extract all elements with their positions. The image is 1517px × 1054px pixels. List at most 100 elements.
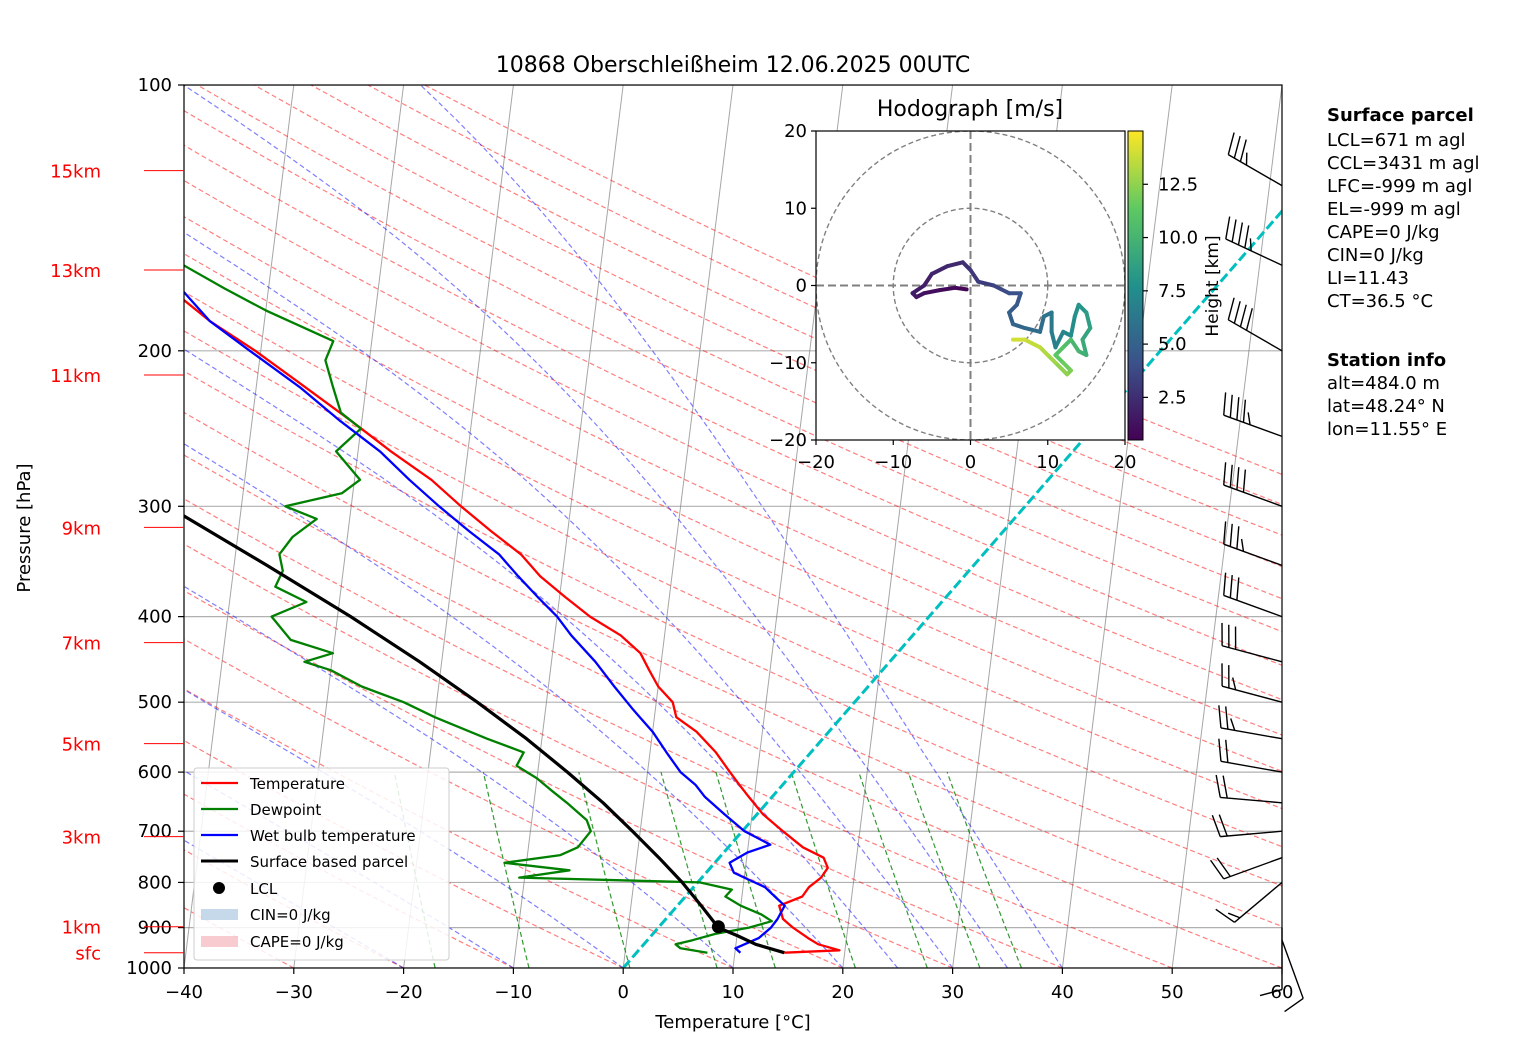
hodograph-x-tick-label: 10 xyxy=(1036,452,1059,473)
surface-parcel-li: LI=11.43 xyxy=(1327,268,1409,289)
moist-adiabat-line xyxy=(184,688,624,968)
wind-barb xyxy=(1210,857,1283,880)
y-tick-label: 200 xyxy=(138,341,172,362)
legend-frame xyxy=(193,767,450,961)
legend-label-dewpoint: Dewpoint xyxy=(250,801,321,819)
surface-parcel-cin: CIN=0 J/kg xyxy=(1327,245,1424,266)
hodograph-segment xyxy=(1053,329,1066,350)
hodograph-segment xyxy=(1080,337,1089,358)
wind-barb xyxy=(1225,216,1283,266)
legend-swatch-cape xyxy=(201,936,238,947)
hodograph-x-tick-label: 0 xyxy=(965,452,976,473)
surface-parcel-el: EL=-999 m agl xyxy=(1327,199,1461,220)
wind-barb xyxy=(1259,927,1283,997)
y-tick-label: 500 xyxy=(138,692,172,713)
x-tick-label: 0 xyxy=(617,982,628,1003)
hodograph-y-tick-label: −20 xyxy=(769,430,807,451)
dry-adiabat-line xyxy=(184,688,734,968)
x-tick-label: 30 xyxy=(941,982,964,1003)
wind-barb xyxy=(1223,392,1283,438)
hodograph-x-tick-label: 20 xyxy=(1114,452,1137,473)
surface-parcel-heading: Surface parcel xyxy=(1327,105,1474,126)
wind-barb xyxy=(1223,572,1283,618)
profile-lines xyxy=(184,264,841,955)
hodograph-segment xyxy=(1080,325,1093,342)
mixing-ratio-line xyxy=(790,771,856,968)
moist-adiabat-line xyxy=(184,85,1008,968)
moist-adiabat-line xyxy=(184,585,734,968)
y-tick-label: 300 xyxy=(138,496,172,517)
legend-label-lcl: LCL xyxy=(250,880,278,898)
surface-parcel-ccl: CCL=3431 m agl xyxy=(1327,153,1480,174)
wind-barb xyxy=(1223,462,1283,507)
moist-adiabat-line xyxy=(420,85,1063,968)
legend-swatch-lcl xyxy=(213,882,225,894)
hodograph-x-tick-label: −10 xyxy=(874,452,912,473)
surface-parcel-lcl: LCL=671 m agl xyxy=(1327,130,1466,151)
dewpoint-line xyxy=(184,264,773,954)
dry-adiabat-line xyxy=(184,291,1282,810)
mixing-ratio-line xyxy=(578,771,631,968)
colorbar-tick-label: 10.0 xyxy=(1158,228,1198,249)
legend-label-cin: CIN=0 J/kg xyxy=(250,906,331,924)
surface-parcel-ct: CT=36.5 °C xyxy=(1327,291,1433,312)
legend-label-parcel: Surface based parcel xyxy=(250,853,408,871)
wetbulb-line xyxy=(184,290,786,954)
hodograph-segment xyxy=(945,260,965,269)
mixing-ratio-line xyxy=(715,771,776,968)
y-axis-label: Pressure [hPa] xyxy=(14,463,35,592)
wind-barb xyxy=(1221,663,1283,703)
x-tick-label: −40 xyxy=(165,982,203,1003)
station-info-lon: lon=11.55° E xyxy=(1327,419,1447,440)
x-axis-label: Temperature [°C] xyxy=(654,1012,810,1033)
y-tick-label: 900 xyxy=(138,918,172,939)
dry-adiabat-line xyxy=(184,179,1282,701)
dry-adiabat-line xyxy=(184,590,953,968)
hodograph-segment xyxy=(1068,314,1077,338)
dry-adiabat-line xyxy=(184,216,1282,736)
legend-label-cape: CAPE=0 J/kg xyxy=(250,933,344,951)
x-tick-label: 20 xyxy=(831,982,854,1003)
hodograph-segment xyxy=(910,283,927,296)
hodograph-y-tick-label: −10 xyxy=(769,353,807,374)
height-label: sfc xyxy=(75,944,101,965)
height-label: 5km xyxy=(62,735,101,756)
legend-label-wetbulb: Wet bulb temperature xyxy=(250,827,416,845)
legend-label-temperature: Temperature xyxy=(249,775,345,793)
dry-adiabat-line xyxy=(184,411,1282,928)
colorbar-tick-label: 7.5 xyxy=(1158,281,1187,302)
height-label: 13km xyxy=(50,261,101,282)
hodograph-background xyxy=(816,131,1125,440)
colorbar-tick-label: 2.5 xyxy=(1158,387,1187,408)
hodograph-segment xyxy=(976,279,996,288)
dry-adiabat-line xyxy=(184,144,1282,666)
x-tick-label: −30 xyxy=(275,982,313,1003)
hodograph-segment xyxy=(1022,337,1043,350)
wind-barb xyxy=(1218,738,1283,773)
moist-adiabat-line xyxy=(184,231,954,968)
hodograph-segment xyxy=(1053,360,1070,377)
hodograph-segment xyxy=(929,264,950,276)
hodograph-segment xyxy=(1010,322,1027,330)
wind-barb xyxy=(1227,297,1283,352)
dry-adiabat-line xyxy=(184,253,1282,772)
isotherm-line xyxy=(512,85,624,968)
height-label: 15km xyxy=(50,162,101,183)
hodograph-segment xyxy=(1007,310,1015,327)
x-tick-label: −10 xyxy=(494,982,532,1003)
colorbar-label: Height [km] xyxy=(1203,235,1223,336)
x-tick-label: 60 xyxy=(1271,982,1294,1003)
y-tick-label: 700 xyxy=(138,821,172,842)
height-label: 3km xyxy=(62,828,101,849)
legend: Temperature Dewpoint Wet bulb temperatur… xyxy=(193,767,450,961)
lcl-marker xyxy=(711,920,725,934)
mixing-ratio-line xyxy=(946,771,1023,968)
wind-barb xyxy=(1218,705,1283,740)
hodograph-segment xyxy=(922,271,934,288)
x-tick-label: 10 xyxy=(722,982,745,1003)
x-tick-label: −20 xyxy=(385,982,423,1003)
y-tick-label: 1000 xyxy=(126,958,172,979)
hodograph-segment xyxy=(1068,337,1081,354)
hodograph-segment xyxy=(1038,314,1046,334)
